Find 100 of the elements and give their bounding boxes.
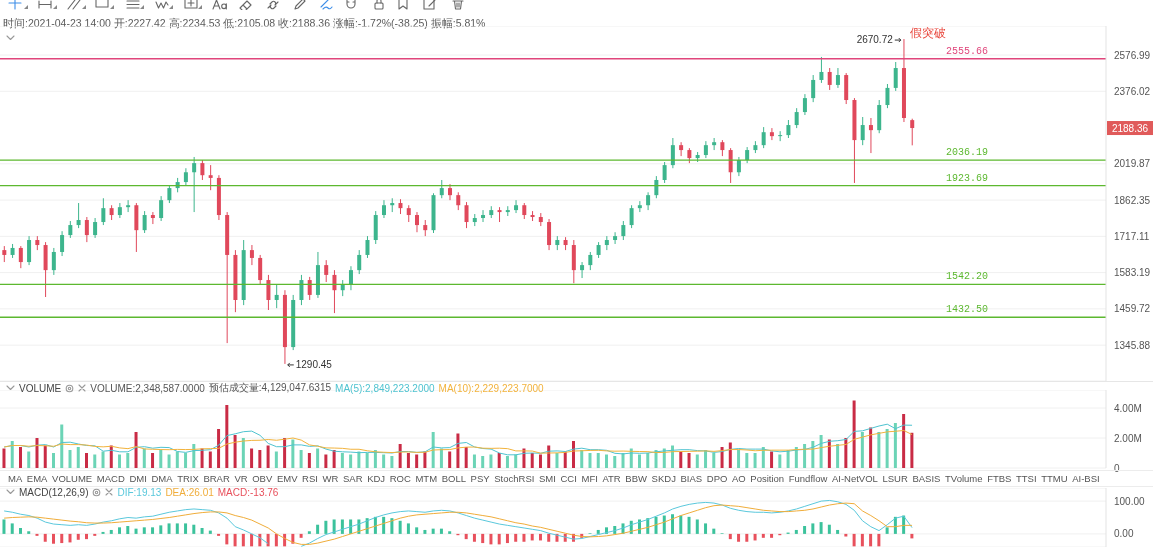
candlestick xyxy=(51,247,56,276)
bar xyxy=(307,453,311,468)
annotation: VOLUME:2,348,587.0000 xyxy=(90,382,205,394)
candlestick xyxy=(299,274,304,306)
bar xyxy=(489,533,493,545)
bar xyxy=(159,525,163,534)
bar xyxy=(753,533,757,541)
bar xyxy=(588,453,592,468)
candlestick xyxy=(142,210,147,234)
bar xyxy=(184,453,188,468)
candlestick xyxy=(18,245,23,269)
bar xyxy=(464,447,468,468)
bar xyxy=(118,527,122,534)
bar xyxy=(134,432,138,468)
candlestick xyxy=(464,201,469,229)
bar xyxy=(745,453,749,468)
text: TVolume xyxy=(945,473,983,484)
annotation: 2670.72 xyxy=(856,34,894,46)
candlestick xyxy=(736,156,741,177)
text: EMA xyxy=(26,473,48,484)
bar xyxy=(118,454,122,468)
bar xyxy=(10,441,14,468)
bar xyxy=(415,454,419,468)
bar xyxy=(151,527,155,534)
candlestick xyxy=(60,230,65,257)
candlestick xyxy=(249,244,254,266)
bar xyxy=(530,453,534,468)
bar xyxy=(596,529,600,534)
text: MFI xyxy=(581,473,598,484)
bar xyxy=(860,432,864,468)
bar xyxy=(192,524,196,534)
bar xyxy=(52,453,55,468)
bar xyxy=(827,439,831,468)
bar xyxy=(109,529,113,534)
bar xyxy=(654,516,658,534)
bar xyxy=(819,435,823,468)
text: MACD:-13.76 xyxy=(217,486,279,498)
bar xyxy=(836,444,840,468)
bar xyxy=(844,533,848,537)
bar xyxy=(679,515,683,534)
bar xyxy=(803,526,807,534)
bar xyxy=(43,533,47,542)
chart-title: VOLUME xyxy=(19,382,62,394)
candlestick xyxy=(860,116,865,146)
candlestick xyxy=(76,202,81,229)
bar xyxy=(778,454,782,468)
annotation: 假突破 xyxy=(909,26,946,40)
bar xyxy=(415,527,419,534)
bar xyxy=(902,414,906,468)
candlestick xyxy=(448,183,453,201)
bar xyxy=(538,454,542,468)
bar xyxy=(60,533,64,544)
candlestick xyxy=(819,56,824,84)
candlestick xyxy=(258,254,263,286)
bar xyxy=(241,533,245,547)
candlestick xyxy=(514,199,519,214)
bar xyxy=(159,450,163,468)
text: AI-NetVOL xyxy=(831,473,878,484)
candlestick xyxy=(192,156,197,213)
bar xyxy=(885,429,889,468)
candlestick xyxy=(670,137,675,169)
bar xyxy=(737,450,741,468)
bar xyxy=(349,454,353,468)
candlestick xyxy=(348,265,353,291)
bar xyxy=(869,427,873,468)
bar xyxy=(208,530,212,534)
candlestick xyxy=(885,83,890,109)
bar xyxy=(827,524,831,534)
text: DPO xyxy=(706,473,728,484)
text: DMA xyxy=(151,473,173,484)
bar xyxy=(877,432,881,468)
ref-line-label: 1923.69 xyxy=(946,172,989,184)
text: RSI xyxy=(302,473,318,484)
y-tick-label: 2576.99 xyxy=(1114,49,1151,61)
bar xyxy=(547,533,551,542)
bar xyxy=(241,438,245,468)
candlestick xyxy=(728,147,733,184)
bar xyxy=(250,448,254,468)
text: 2188.36 xyxy=(1111,123,1149,135)
bar xyxy=(274,533,278,547)
candlestick xyxy=(274,284,279,309)
y-tick-label: 4.00M xyxy=(1114,402,1142,414)
candlestick xyxy=(588,251,593,271)
text: TTMU xyxy=(1041,473,1068,484)
text: VOLUME xyxy=(52,473,93,484)
line-series xyxy=(3,430,913,454)
bar xyxy=(27,531,31,534)
candlestick xyxy=(415,211,419,233)
bar xyxy=(646,453,650,468)
candlestick xyxy=(332,269,337,314)
candlestick xyxy=(208,164,213,191)
candlestick xyxy=(835,67,840,89)
bar xyxy=(497,533,501,545)
bar xyxy=(770,451,774,468)
y-tick-label: 2019.87 xyxy=(1114,158,1151,170)
bar xyxy=(217,429,221,468)
text: ROC xyxy=(389,473,411,484)
bar xyxy=(530,533,534,541)
text: MTM xyxy=(415,473,438,484)
y-tick-label: 1459.72 xyxy=(1114,303,1151,315)
